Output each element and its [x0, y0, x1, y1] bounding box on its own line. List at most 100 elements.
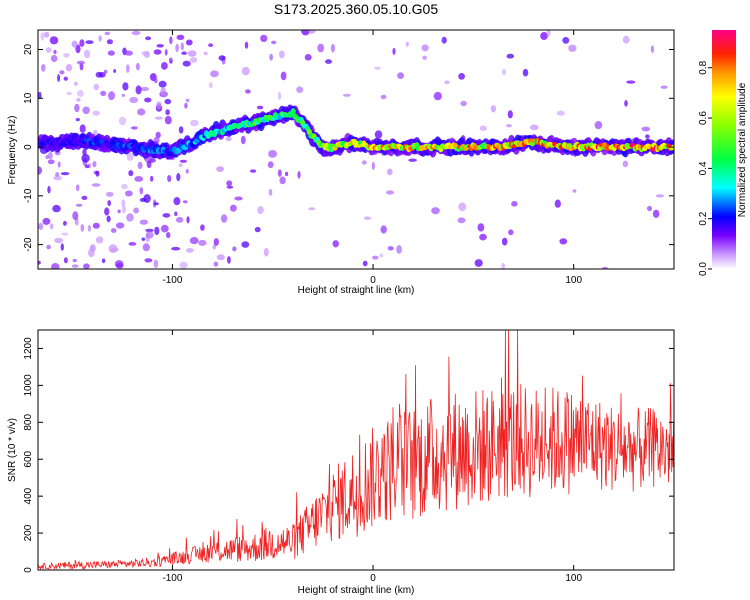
spectrogram-noise-blob — [95, 71, 103, 78]
spectrogram-noise-blob — [38, 260, 41, 265]
spectrogram-noise-blob — [76, 98, 81, 102]
spectrogram-noise-blob — [457, 217, 466, 224]
spectrogram-noise-blob — [397, 72, 404, 79]
spectrogram-noise-blob — [278, 91, 282, 100]
spectrogram-noise-blob — [374, 66, 381, 70]
spectrogram-noise-blob — [431, 207, 440, 215]
spectrogram-noise-blob — [396, 245, 402, 254]
spectrogram-noise-blob — [308, 207, 316, 211]
spectrogram-noise-blob — [256, 105, 264, 110]
spectrogram-noise-blob — [554, 199, 561, 208]
spectrogram-noise-blob — [77, 89, 84, 98]
spectrogram-noise-blob — [81, 195, 88, 200]
spectrogram-noise-blob — [529, 124, 539, 131]
spectrogram-noise-blob — [113, 69, 117, 73]
spectrogram-noise-blob — [124, 190, 133, 197]
spectrogram-noise-blob — [156, 44, 164, 48]
spectrogram-noise-blob — [91, 183, 101, 187]
spectrogram-noise-blob — [107, 200, 111, 207]
spectrogram-noise-blob — [122, 205, 126, 214]
spectrogram-noise-blob — [269, 53, 273, 61]
spectrogram-noise-blob — [184, 102, 188, 109]
spectrogram-noise-blob — [216, 166, 225, 173]
spectrogram-noise-blob — [645, 134, 650, 139]
spectrogram-noise-blob — [164, 98, 172, 105]
spectrogram-noise-blob — [149, 158, 156, 163]
spectrogram-noise-blob — [308, 30, 316, 34]
spectrogram-noise-blob — [280, 71, 287, 81]
spectrogram-noise-blob — [161, 62, 168, 70]
spectrogram-noise-blob — [198, 239, 207, 246]
spectrogram-noise-blob — [232, 246, 237, 252]
snr-ytick-label: 800 — [23, 414, 34, 431]
spectrogram-noise-blob — [84, 49, 91, 59]
spectrogram-noise-blob — [92, 110, 100, 116]
spectrogram-noise-blob — [506, 53, 515, 59]
spectrogram-noise-blob — [153, 49, 162, 55]
colorbar-tick-label: 0.2 — [698, 211, 709, 225]
spectrogram-noise-blob — [622, 35, 630, 44]
spectrogram-ridge-core — [290, 108, 296, 115]
spectrogram-noise-blob — [501, 237, 508, 246]
spectrogram-noise-blob — [182, 200, 188, 204]
spectrogram-noise-blob — [556, 110, 565, 116]
spectrogram-noise-blob — [115, 263, 124, 269]
spectrogram-noise-blob — [92, 130, 98, 135]
spectrogram-noise-blob — [95, 236, 104, 244]
spectrogram-noise-blob — [110, 228, 117, 233]
spectrogram-noise-blob — [458, 202, 467, 212]
spectrogram-noise-blob — [511, 201, 518, 207]
spectrogram-noise-blob — [60, 243, 64, 251]
snr-xtick-label: -100 — [162, 573, 182, 584]
spectrogram-noise-blob — [260, 34, 268, 43]
spectrogram-noise-blob — [100, 90, 107, 97]
spectrogram-noise-blob — [522, 68, 529, 77]
spectrogram-noise-blob — [408, 158, 417, 162]
spectrogram-noise-blob — [268, 150, 277, 158]
spectrogram-noise-blob — [164, 49, 168, 56]
spectrogram-noise-blob — [108, 91, 116, 101]
spectrogram-noise-blob — [568, 44, 577, 52]
spectrogram-noise-blob — [379, 253, 384, 258]
spectrogram-noise-blob — [81, 153, 90, 163]
spectrogram-noise-blob — [117, 209, 121, 214]
spectrogram-noise-blob — [41, 64, 46, 72]
colorbar-label: Normalized spectral amplitude — [737, 82, 748, 217]
spectrogram-noise-blob — [72, 258, 77, 263]
spectrogram-noise-blob — [63, 220, 67, 226]
spectrogram-noise-blob — [304, 54, 312, 61]
spectrogram-noise-blob — [128, 170, 134, 177]
spectrogram-noise-blob — [230, 204, 237, 212]
spectrogram-noise-blob — [42, 217, 51, 225]
spectrogram-noise-blob — [63, 76, 68, 81]
spectrogram-noise-blob — [92, 161, 97, 168]
spectrogram-noise-blob — [641, 126, 651, 132]
spectrogram-ytick-label: -10 — [23, 188, 34, 203]
spectrogram-noise-blob — [501, 262, 505, 269]
spectrogram-noise-blob — [190, 119, 199, 127]
colorbar: 0.0 0.2 0.4 0.6 0.8 Normalized spectral ampl… — [698, 30, 748, 276]
spectrogram-noise-blob — [153, 202, 159, 206]
spectrogram-noise-blob — [213, 261, 219, 267]
spectrogram-noise-blob — [240, 135, 246, 145]
spectrogram-noise-blob — [652, 209, 660, 218]
spectrogram-noise-blob — [208, 43, 214, 48]
spectrogram-noise-blob — [458, 73, 465, 80]
spectrogram-noise-blob — [178, 163, 183, 168]
spectrogram-noise-blob — [76, 60, 85, 65]
spectrogram-noise-blob — [124, 50, 133, 56]
spectrogram-noise-blob — [185, 98, 190, 103]
spectrogram-noise-blob — [75, 118, 80, 122]
spectrogram-noise-blob — [189, 237, 199, 245]
spectrogram-noise-blob — [245, 89, 251, 94]
snr-ylabel: SNR (10 * v/v) — [7, 418, 18, 482]
spectrogram-noise-blob — [63, 257, 68, 264]
spectrogram-noise-blob — [54, 237, 64, 244]
spectrogram-noise-blob — [137, 161, 143, 170]
spectrogram-ytick-label: 0 — [23, 144, 34, 150]
spectrogram-noise-blob — [176, 173, 181, 182]
spectrogram-ylabel: Frequency (Hz) — [7, 116, 18, 185]
spectrogram-noise-blob — [441, 36, 447, 44]
